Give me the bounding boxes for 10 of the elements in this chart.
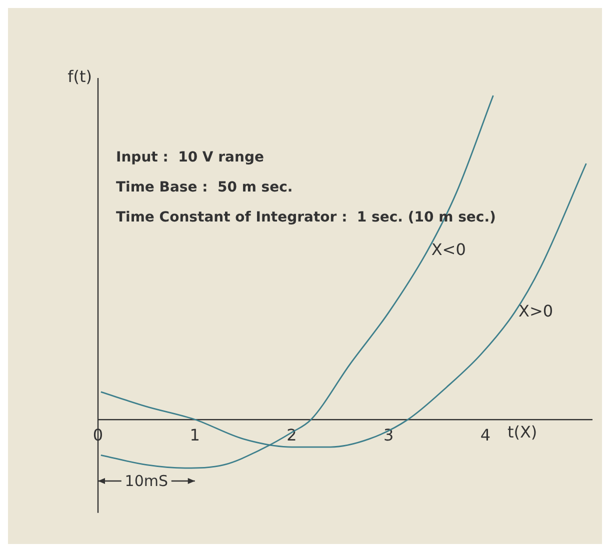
annotation: Input : 10 V range [116,150,264,166]
x-tick-label: 4 [480,425,491,444]
x-axis-title: t(X) [507,422,538,442]
y-axis-title: f(t) [68,67,92,86]
x-tick-label: 1 [190,425,200,444]
series-label: X<0 [431,240,466,260]
text: 10mS [122,472,172,490]
x-tick-label: 3 [383,425,394,444]
series-label: X>0 [518,302,554,321]
annotation: Time Base : 50 m sec. [116,180,293,196]
